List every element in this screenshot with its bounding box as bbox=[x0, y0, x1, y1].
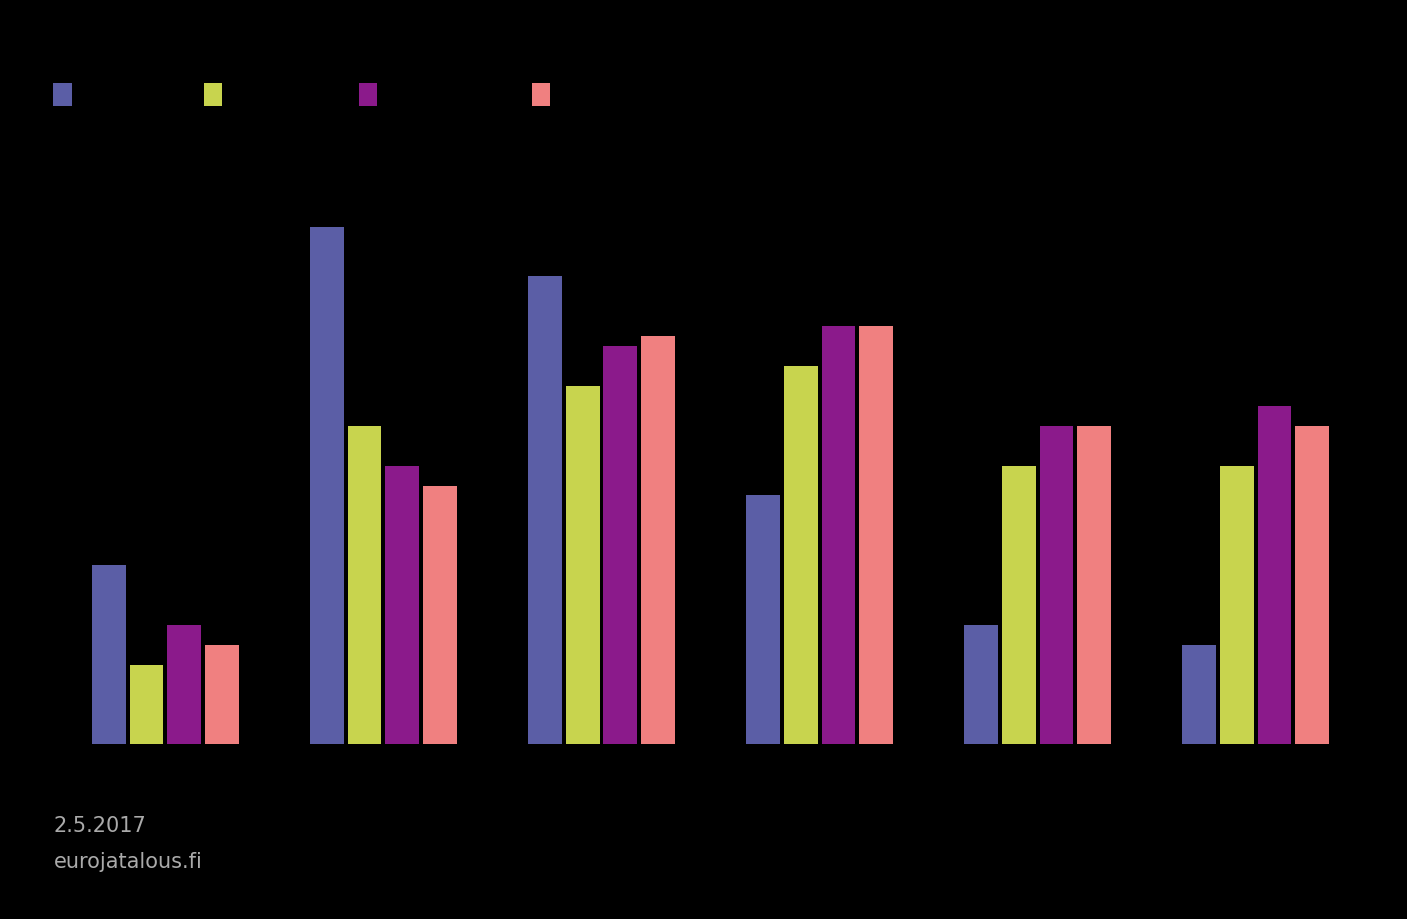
Bar bbox=[129, 664, 163, 744]
Bar bbox=[784, 366, 817, 744]
Bar bbox=[1296, 425, 1330, 744]
Bar bbox=[1182, 645, 1216, 744]
Bar bbox=[642, 336, 675, 744]
Bar bbox=[167, 625, 201, 744]
Bar bbox=[528, 277, 561, 744]
Bar bbox=[424, 485, 457, 744]
Bar bbox=[1220, 466, 1254, 744]
Bar bbox=[1258, 406, 1292, 744]
Bar bbox=[860, 326, 893, 744]
Bar bbox=[566, 386, 599, 744]
Bar bbox=[964, 625, 998, 744]
Bar bbox=[386, 466, 419, 744]
Bar bbox=[1040, 425, 1074, 744]
Bar bbox=[1078, 425, 1112, 744]
Bar bbox=[91, 565, 125, 744]
Bar bbox=[1002, 466, 1036, 744]
Bar bbox=[310, 227, 343, 744]
Bar bbox=[205, 645, 239, 744]
Bar bbox=[348, 425, 381, 744]
Bar bbox=[604, 346, 637, 744]
Bar bbox=[746, 495, 779, 744]
Text: 2.5.2017: 2.5.2017 bbox=[53, 816, 146, 835]
Bar bbox=[822, 326, 855, 744]
Text: eurojatalous.fi: eurojatalous.fi bbox=[53, 853, 203, 872]
